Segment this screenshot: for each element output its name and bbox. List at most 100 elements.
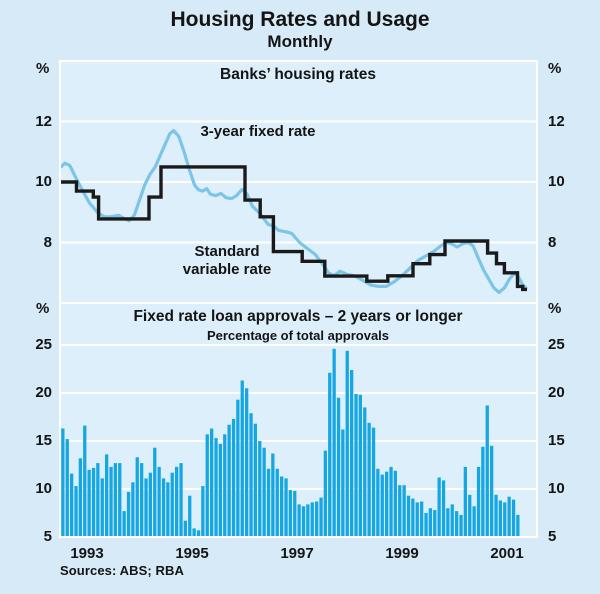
approvals-bar [354,394,357,537]
chart-subtitle: Monthly [267,32,332,52]
top-ytick-left-10: 10 [12,173,52,190]
approvals-bar [131,482,134,537]
approvals-bar [298,504,301,537]
approvals-bar [481,447,484,537]
approvals-bar [236,400,239,537]
approvals-bar [223,434,226,537]
approvals-bar [201,486,204,537]
approvals-bar [241,381,244,538]
bottom-ytick-right-20: 20 [548,384,588,401]
approvals-bar [140,463,143,537]
approvals-bar [188,496,191,537]
approvals-bar [284,478,287,537]
approvals-bar [385,472,388,537]
approvals-bar [363,407,366,537]
approvals-bar [171,473,174,537]
approvals-bar [455,511,458,537]
approvals-bar [197,530,200,537]
approvals-bar [403,485,406,537]
approvals-bar [249,413,252,537]
approvals-bar [263,448,266,537]
bottom-left-percent-sign: % [36,300,49,317]
top-right-percent-sign: % [548,60,561,77]
approvals-bar [232,419,235,537]
bottom-ytick-left-10: 10 [12,480,52,497]
bottom-ytick-right-15: 15 [548,432,588,449]
top-ytick-left-12: 12 [12,113,52,130]
approvals-bar [114,463,117,537]
approvals-bar [341,430,344,538]
approvals-bar [311,502,314,537]
variable-rate-series-label-line1: Standard [194,243,259,260]
bottom-ytick-right-5: 5 [548,528,588,545]
approvals-bar [158,467,161,537]
approvals-bar [459,515,462,537]
top-left-percent-sign: % [36,60,49,77]
approvals-bar [464,467,467,537]
approvals-bar [433,510,436,537]
bottom-panel-title: Fixed rate loan approvals – 2 years or l… [133,308,462,326]
top-ytick-right-8: 8 [548,234,588,251]
approvals-bar [118,463,121,537]
approvals-bar [407,496,410,537]
approvals-bar [398,485,401,537]
approvals-bar [214,438,217,537]
bottom-ytick-left-15: 15 [12,432,52,449]
approvals-bar [333,349,336,537]
approvals-bar [96,463,99,537]
xtick-1997: 1997 [280,545,313,562]
approvals-bar [179,463,182,537]
approvals-bar [153,448,156,537]
approvals-bar [346,351,349,537]
approvals-bar [193,528,196,537]
approvals-bar [499,501,502,538]
approvals-bar [66,439,69,537]
approvals-bar [88,470,91,537]
bottom-ytick-right-10: 10 [548,480,588,497]
approvals-bar [123,511,126,537]
approvals-bar [328,373,331,537]
approvals-bar [302,506,305,537]
bottom-panel-subtitle: Percentage of total approvals [207,328,389,343]
approvals-bar [166,482,169,537]
bottom-ytick-left-20: 20 [12,384,52,401]
chart-canvas [0,0,600,594]
approvals-bar [359,395,362,537]
bottom-right-percent-sign: % [548,300,561,317]
approvals-bar [486,406,489,538]
approvals-bar [473,506,476,537]
approvals-bar [175,467,178,537]
approvals-bar [293,491,296,537]
approvals-bar [315,502,318,538]
approvals-bar [368,423,371,537]
approvals-bar [144,478,147,537]
approvals-bar [508,497,511,537]
approvals-bar [516,515,519,537]
approvals-bar [206,434,209,537]
approvals-bar [210,429,213,538]
xtick-1995: 1995 [175,545,208,562]
source-note: Sources: ABS; RBA [60,563,184,578]
approvals-bar [416,502,419,537]
approvals-bar [79,458,82,537]
approvals-bar [136,457,139,537]
approvals-bar [61,429,64,538]
approvals-bar [350,370,353,537]
approvals-bar [446,508,449,537]
approvals-bar [494,495,497,537]
xtick-1999: 1999 [385,545,418,562]
approvals-bar [70,474,73,537]
approvals-bar [490,446,493,537]
approvals-bar [394,471,397,537]
top-ytick-left-8: 8 [12,234,52,251]
approvals-bar [381,475,384,537]
bottom-ytick-left-5: 5 [12,528,52,545]
xtick-1993: 1993 [70,545,103,562]
approvals-bar [503,502,506,537]
approvals-bar [271,454,274,538]
chart-figure: Housing Rates and Usage Monthly Banks’ h… [0,0,600,594]
approvals-bar [105,454,108,537]
top-panel-title: Banks’ housing rates [220,66,376,84]
approvals-bar [228,425,231,537]
approvals-bar [289,490,292,537]
